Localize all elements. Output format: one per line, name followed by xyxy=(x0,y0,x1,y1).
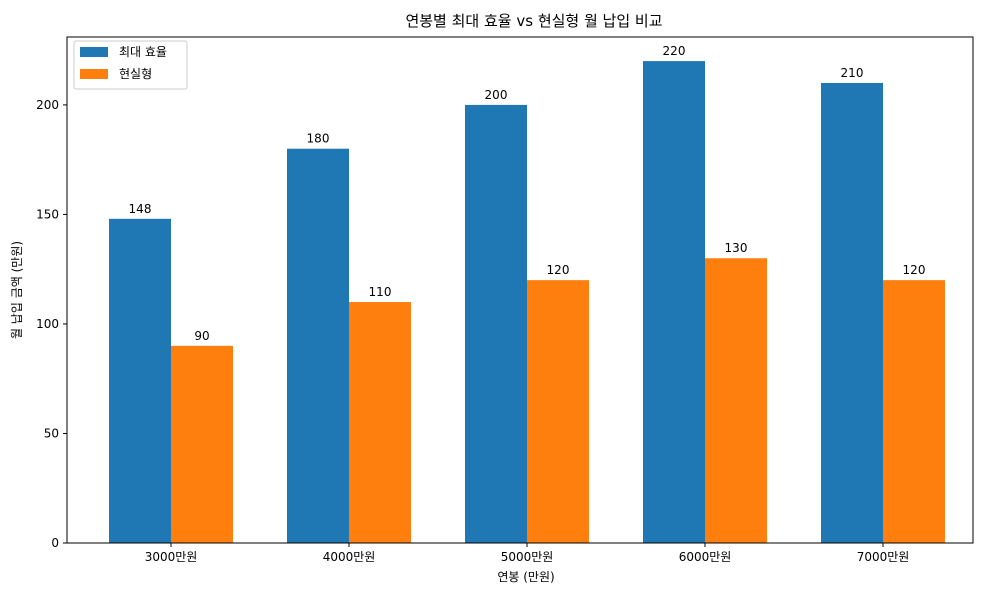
y-axis-label: 월 납입 금액 (만원) xyxy=(10,241,24,339)
bar-max-efficiency-4 xyxy=(821,83,883,543)
data-label-max-efficiency-1: 180 xyxy=(307,132,330,146)
x-axis: 3000만원 4000만원 5000만원 6000만원 7000만원 xyxy=(145,543,910,564)
bar-realistic-0 xyxy=(171,345,233,543)
chart-title: 연봉별 최대 효율 vs 현실형 월 납입 비교 xyxy=(405,12,662,30)
legend-swatch-max-efficiency xyxy=(80,47,108,57)
y-tick-label-0: 0 xyxy=(51,536,59,550)
data-label-realistic-4: 120 xyxy=(903,263,926,277)
x-tick-label-2: 5000만원 xyxy=(501,550,554,564)
x-tick-label-4: 7000만원 xyxy=(857,550,910,564)
legend-swatch-realistic xyxy=(80,69,108,79)
plot-area: 148 180 200 220 210 90 110 120 130 120 xyxy=(109,44,945,544)
bar-realistic-4 xyxy=(883,280,945,543)
y-tick-label-4: 200 xyxy=(36,98,59,112)
x-axis-label: 연봉 (만원) xyxy=(497,570,554,584)
data-label-max-efficiency-0: 148 xyxy=(129,202,152,216)
bar-realistic-3 xyxy=(705,258,767,543)
bar-realistic-2 xyxy=(527,280,589,543)
bar-max-efficiency-1 xyxy=(287,148,349,543)
y-tick-label-1: 50 xyxy=(44,426,59,440)
data-label-realistic-2: 120 xyxy=(547,263,570,277)
data-label-realistic-0: 90 xyxy=(194,329,209,343)
plot-frame xyxy=(66,36,974,544)
y-tick-label-3: 150 xyxy=(36,207,59,221)
data-label-realistic-1: 110 xyxy=(369,285,392,299)
legend-label-realistic: 현실형 xyxy=(119,67,152,81)
legend-label-max-efficiency: 최대 효율 xyxy=(119,45,167,59)
x-tick-label-0: 3000만원 xyxy=(145,550,198,564)
bar-max-efficiency-3 xyxy=(643,61,705,543)
data-label-realistic-3: 130 xyxy=(725,241,748,255)
bar-realistic-1 xyxy=(349,302,411,543)
bar-max-efficiency-0 xyxy=(109,218,171,544)
data-label-max-efficiency-4: 210 xyxy=(841,66,864,80)
y-axis: 0 50 100 150 200 xyxy=(36,98,67,550)
x-tick-label-3: 6000만원 xyxy=(679,550,732,564)
x-tick-label-1: 4000만원 xyxy=(323,550,376,564)
data-label-max-efficiency-2: 200 xyxy=(485,88,508,102)
y-tick-label-2: 100 xyxy=(36,317,59,331)
bar-max-efficiency-2 xyxy=(465,104,527,544)
data-label-max-efficiency-3: 220 xyxy=(663,44,686,58)
